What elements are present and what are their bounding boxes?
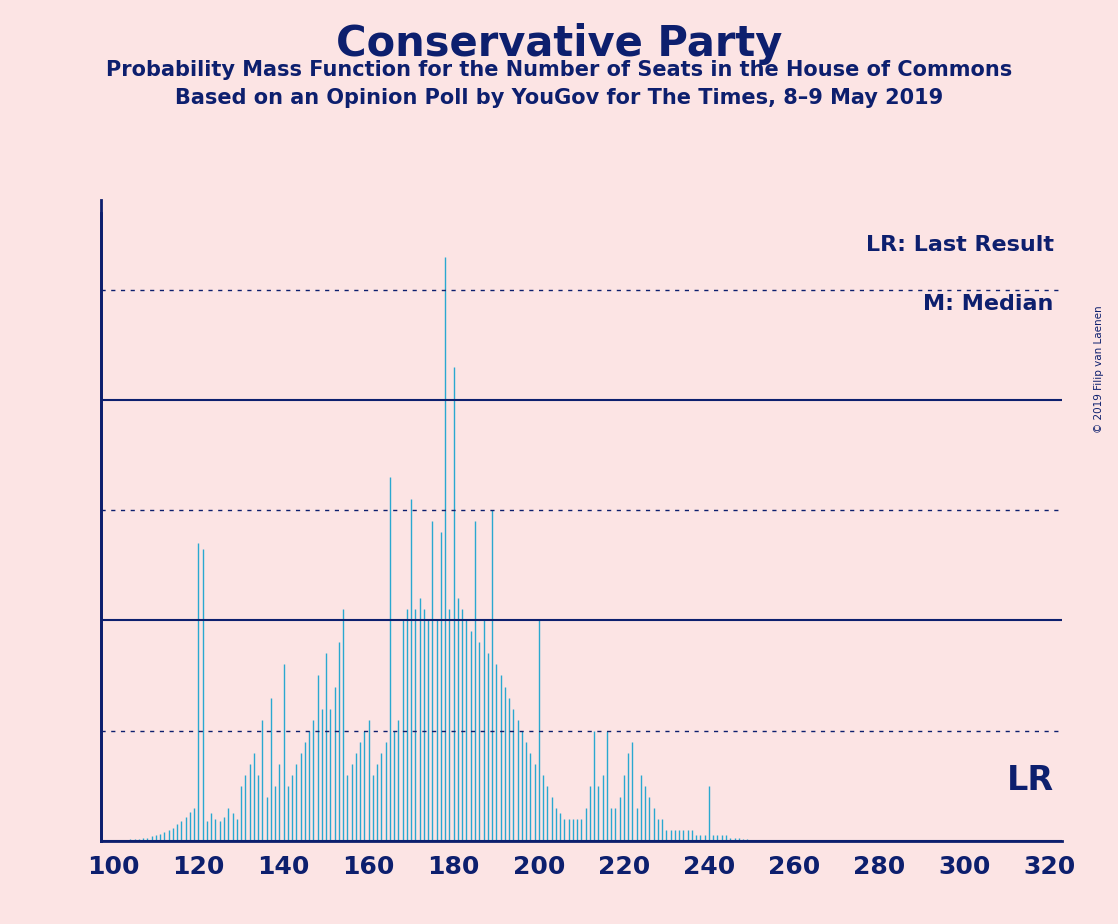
Text: LR: Last Result: LR: Last Result bbox=[865, 235, 1053, 254]
Text: Based on an Opinion Poll by YouGov for The Times, 8–9 May 2019: Based on an Opinion Poll by YouGov for T… bbox=[174, 88, 944, 108]
Text: LR: LR bbox=[1006, 764, 1053, 796]
Text: Conservative Party: Conservative Party bbox=[335, 23, 783, 65]
Text: © 2019 Filip van Laenen: © 2019 Filip van Laenen bbox=[1095, 306, 1103, 433]
Text: Probability Mass Function for the Number of Seats in the House of Commons: Probability Mass Function for the Number… bbox=[106, 60, 1012, 80]
Text: M: Median: M: Median bbox=[923, 294, 1053, 314]
